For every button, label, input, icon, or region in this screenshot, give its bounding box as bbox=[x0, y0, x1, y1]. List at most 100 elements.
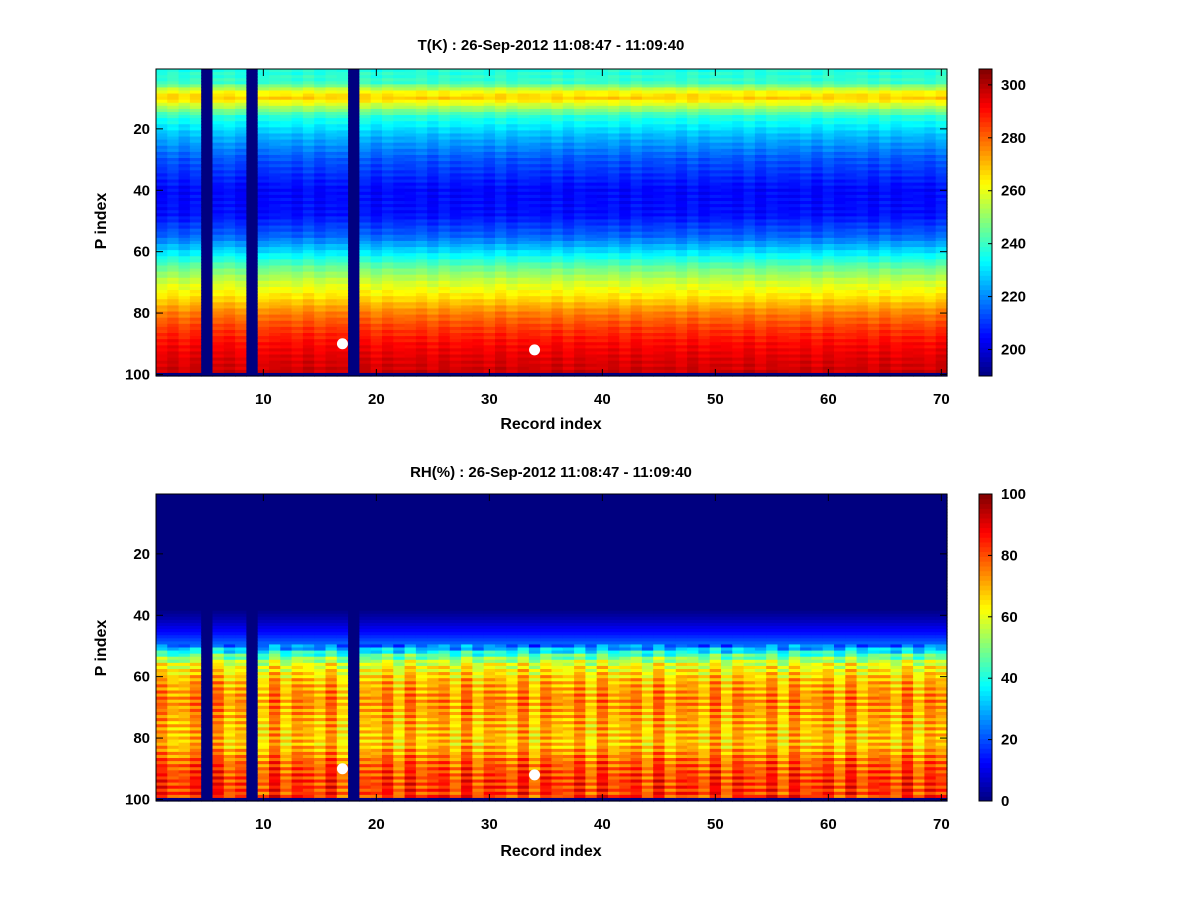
heatmap-cell bbox=[449, 323, 462, 328]
heatmap-cell bbox=[461, 99, 473, 104]
heatmap-cell bbox=[562, 201, 575, 205]
heatmap-cell bbox=[280, 348, 293, 353]
heatmap-cell bbox=[359, 115, 372, 119]
heatmap-cell bbox=[189, 247, 202, 251]
heatmap-cell bbox=[709, 182, 722, 187]
heatmap-cell bbox=[540, 164, 553, 168]
heatmap-cell bbox=[212, 93, 225, 98]
heatmap-cell bbox=[461, 164, 473, 168]
heatmap-cell bbox=[506, 240, 519, 245]
heatmap-cell bbox=[619, 93, 632, 98]
heatmap-cell bbox=[495, 78, 507, 82]
heatmap-cell bbox=[382, 320, 394, 325]
heatmap-cell bbox=[178, 240, 191, 245]
heatmap-cell bbox=[393, 369, 406, 374]
heatmap-cell bbox=[461, 271, 473, 276]
heatmap-cell bbox=[314, 286, 327, 291]
heatmap-cell bbox=[675, 345, 688, 349]
heatmap-cell bbox=[641, 234, 654, 239]
heatmap-cell bbox=[483, 339, 496, 343]
heatmap-cell bbox=[257, 268, 270, 273]
heatmap-cell bbox=[506, 348, 519, 353]
heatmap-cell bbox=[359, 219, 372, 224]
heatmap-cell bbox=[246, 111, 259, 116]
heatmap-cell bbox=[619, 366, 632, 371]
heatmap-cell bbox=[495, 317, 507, 322]
heatmap-cell bbox=[698, 243, 711, 248]
heatmap-cell bbox=[325, 78, 338, 82]
heatmap-cell bbox=[291, 158, 304, 162]
heatmap-cell bbox=[235, 320, 247, 325]
heatmap-cell bbox=[178, 204, 191, 208]
heatmap-cell bbox=[280, 323, 293, 328]
heatmap-cell bbox=[291, 124, 304, 128]
heatmap-cell bbox=[562, 277, 575, 282]
heatmap-cell bbox=[653, 231, 666, 236]
heatmap-cell bbox=[404, 259, 417, 264]
heatmap-cell bbox=[608, 302, 620, 306]
heatmap-cell bbox=[528, 201, 541, 205]
heatmap-cell bbox=[189, 185, 202, 190]
heatmap-cell bbox=[517, 308, 530, 313]
heatmap-cell bbox=[664, 154, 677, 159]
heatmap-cell bbox=[257, 336, 270, 340]
heatmap-cell bbox=[201, 210, 214, 214]
heatmap-cell bbox=[427, 151, 440, 156]
heatmap-cell bbox=[506, 145, 519, 150]
heatmap-cell bbox=[687, 231, 699, 236]
heatmap-cell bbox=[438, 240, 451, 245]
heatmap-cell bbox=[235, 268, 247, 273]
heatmap-cell bbox=[167, 102, 180, 107]
heatmap-cell bbox=[472, 326, 485, 331]
heatmap-cell bbox=[201, 136, 214, 141]
heatmap-cell bbox=[393, 333, 406, 337]
heatmap-cell bbox=[630, 333, 643, 337]
heatmap-cell bbox=[664, 317, 677, 322]
heatmap-cell bbox=[438, 210, 451, 214]
heatmap-cell bbox=[619, 219, 632, 224]
heatmap-cell bbox=[653, 308, 666, 313]
heatmap-cell bbox=[201, 326, 214, 331]
heatmap-cell bbox=[189, 136, 202, 141]
heatmap-cell bbox=[314, 283, 327, 288]
heatmap-cell bbox=[189, 219, 202, 224]
heatmap-cell bbox=[562, 225, 575, 230]
heatmap-cell bbox=[246, 336, 259, 340]
heatmap-cell bbox=[472, 336, 485, 340]
heatmap-cell bbox=[167, 105, 180, 110]
heatmap-cell bbox=[382, 133, 394, 138]
heatmap-cell bbox=[427, 194, 440, 199]
heatmap-cell bbox=[483, 240, 496, 245]
heatmap-cell bbox=[528, 102, 541, 107]
heatmap-cell bbox=[596, 96, 609, 101]
heatmap-cell bbox=[562, 237, 575, 242]
heatmap-cell bbox=[619, 302, 632, 306]
heatmap-cell bbox=[325, 151, 338, 156]
heatmap-cell bbox=[438, 161, 451, 165]
heatmap-cell bbox=[156, 69, 168, 73]
heatmap-cell bbox=[269, 197, 281, 202]
heatmap-cell bbox=[517, 213, 530, 217]
heatmap-cell bbox=[506, 351, 519, 356]
heatmap-cell bbox=[167, 81, 180, 85]
heatmap-cell bbox=[370, 296, 383, 300]
heatmap-cell bbox=[325, 142, 338, 147]
heatmap-cell bbox=[167, 216, 180, 221]
heatmap-cell bbox=[608, 115, 620, 119]
heatmap-cell bbox=[156, 234, 168, 239]
heatmap-cell bbox=[404, 305, 417, 310]
heatmap-cell bbox=[212, 191, 225, 196]
heatmap-cell bbox=[336, 87, 349, 92]
heatmap-cell bbox=[280, 121, 293, 125]
heatmap-cell bbox=[336, 219, 349, 224]
heatmap-cell bbox=[709, 311, 722, 316]
heatmap-cell bbox=[359, 127, 372, 131]
heatmap-cell bbox=[641, 311, 654, 316]
heatmap-cell bbox=[348, 179, 360, 184]
heatmap-cell bbox=[551, 317, 564, 322]
heatmap-cell bbox=[201, 142, 214, 147]
heatmap-cell bbox=[178, 136, 191, 141]
heatmap-cell bbox=[562, 348, 575, 353]
heatmap-cell bbox=[551, 204, 564, 208]
heatmap-cell bbox=[438, 213, 451, 217]
